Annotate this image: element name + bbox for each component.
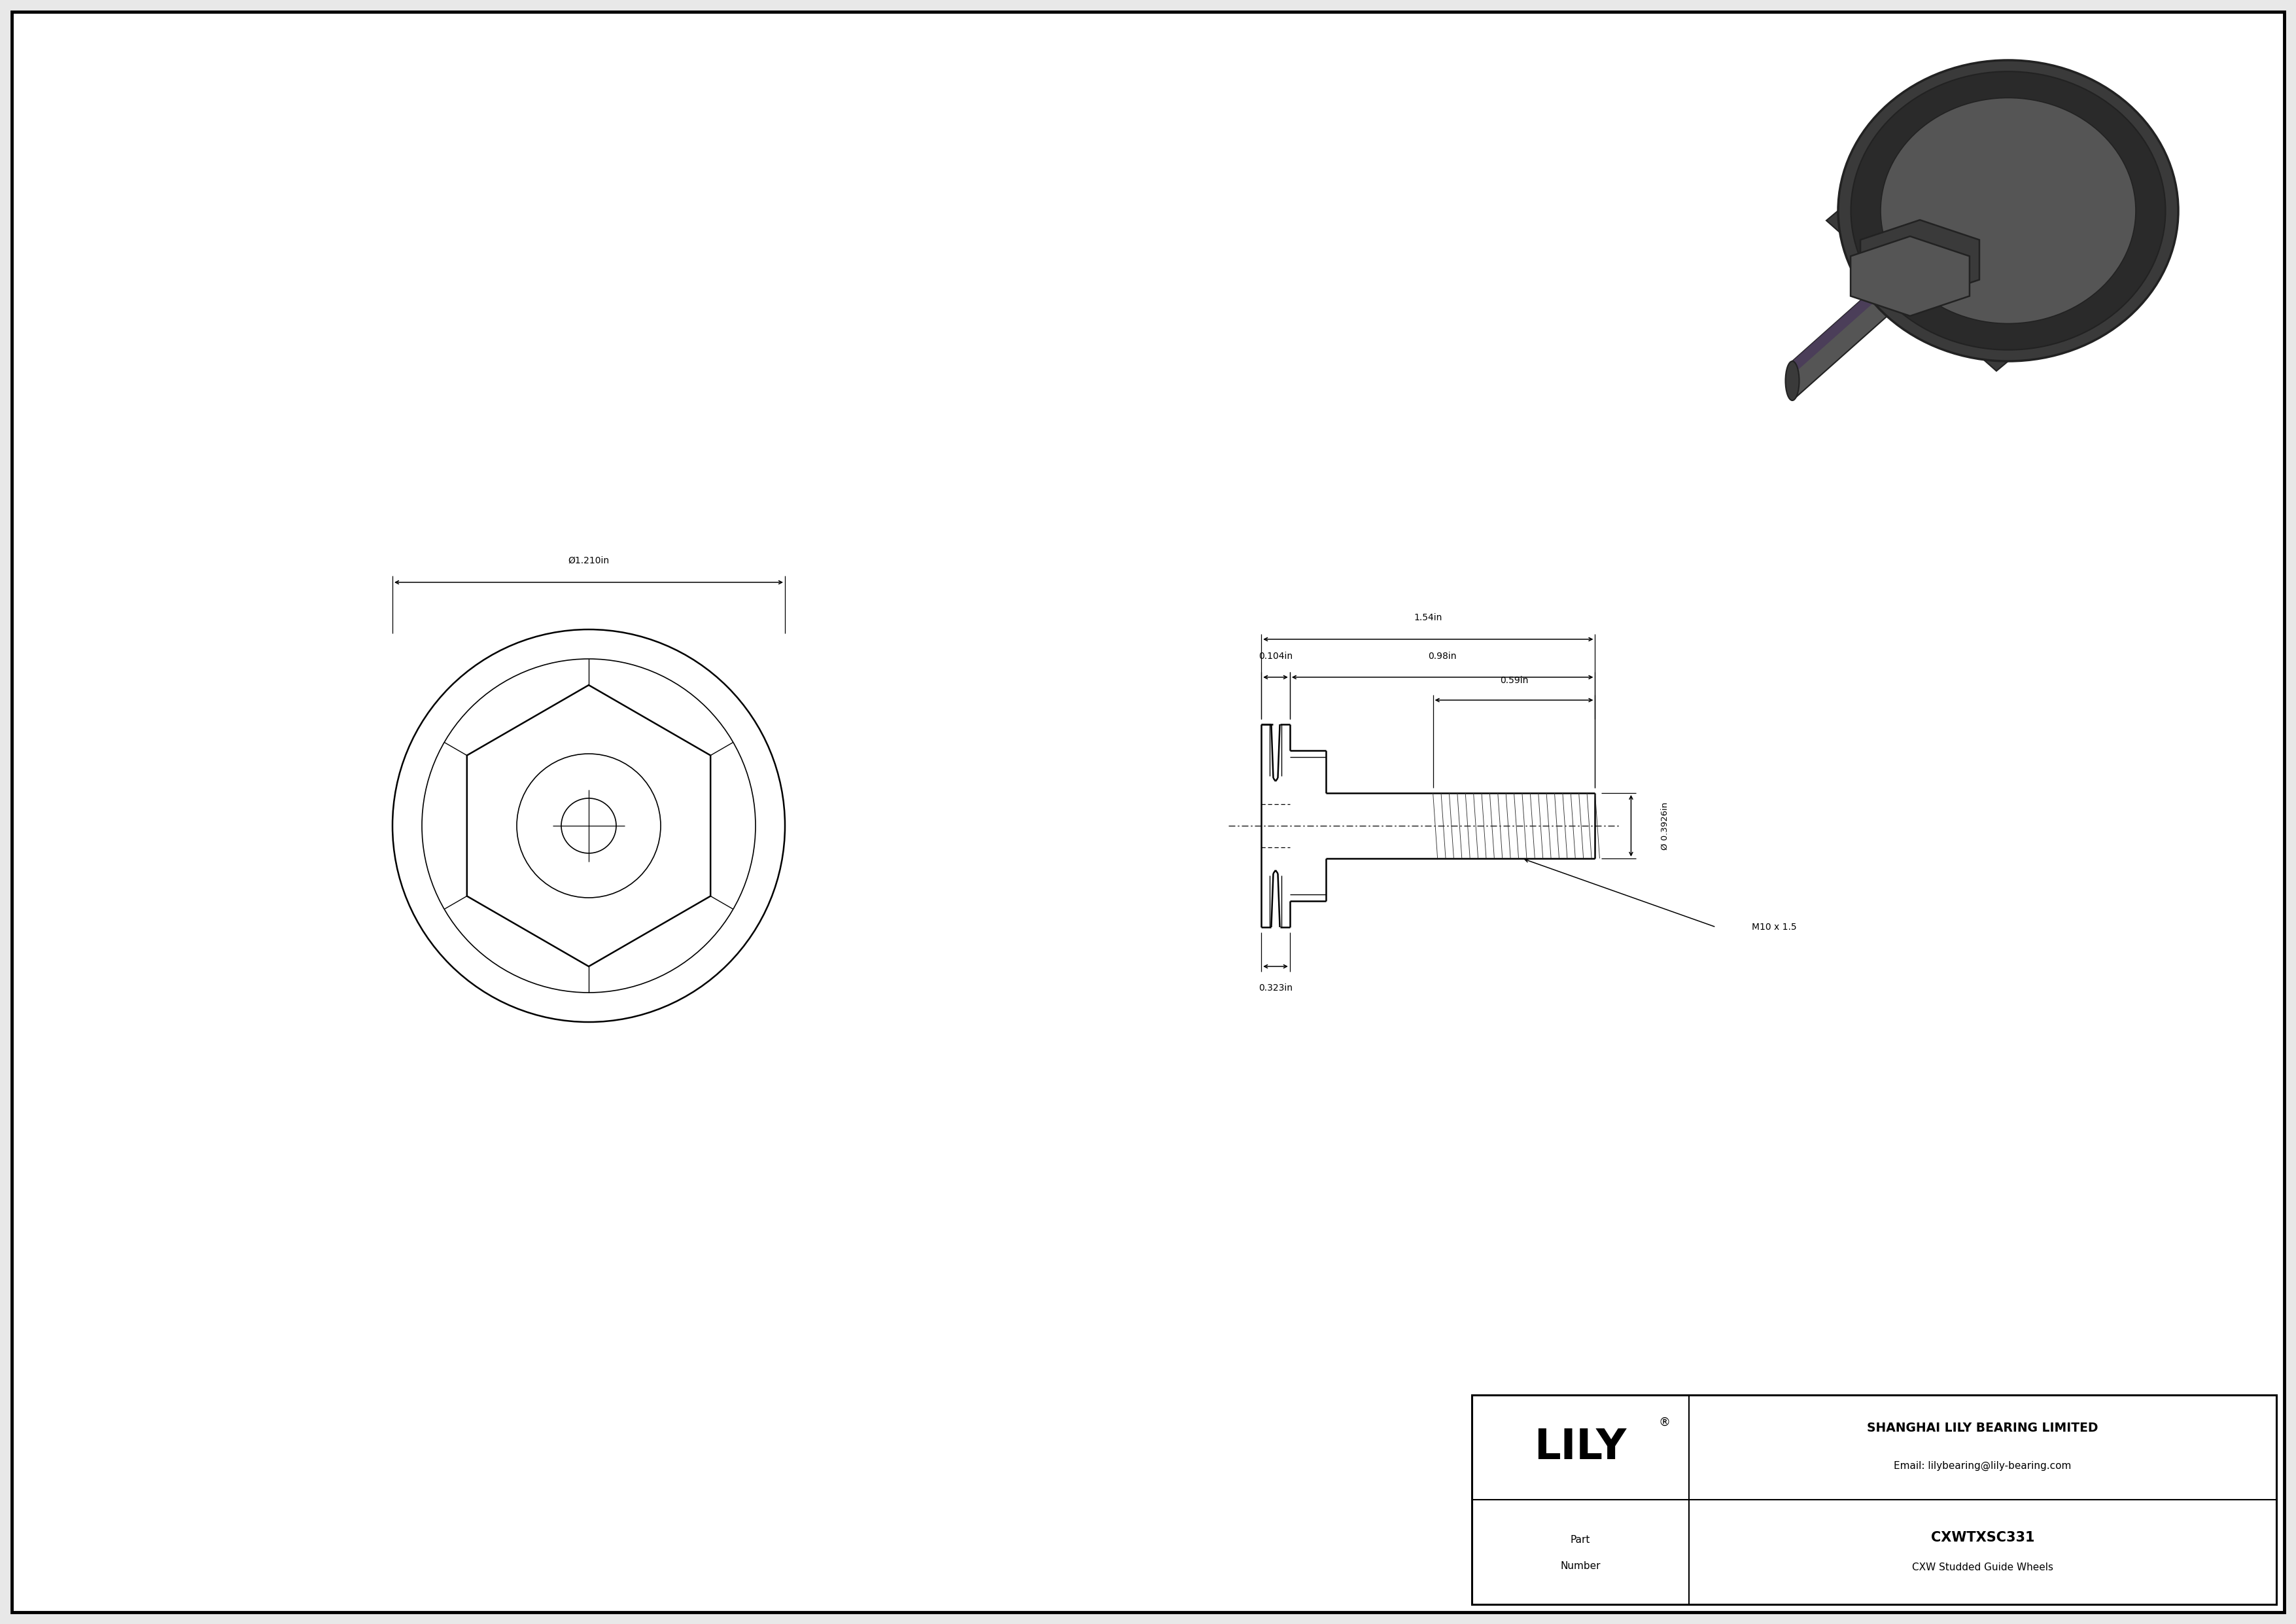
Text: Ø 0.3926in: Ø 0.3926in xyxy=(1660,802,1669,849)
Text: CXWTXSC331: CXWTXSC331 xyxy=(1931,1531,2034,1544)
Text: 0.104in: 0.104in xyxy=(1258,651,1293,661)
Bar xyxy=(1472,1395,2275,1605)
Ellipse shape xyxy=(1851,71,2165,349)
Text: CXW Studded Guide Wheels: CXW Studded Guide Wheels xyxy=(1913,1562,2053,1572)
Polygon shape xyxy=(1825,211,2009,370)
Polygon shape xyxy=(1793,257,1910,375)
Text: 0.323in: 0.323in xyxy=(1258,984,1293,992)
Text: Part: Part xyxy=(1570,1535,1591,1544)
Ellipse shape xyxy=(1786,361,1800,401)
Text: 0.59in: 0.59in xyxy=(1499,676,1529,685)
Text: M10 x 1.5: M10 x 1.5 xyxy=(1752,922,1798,932)
Polygon shape xyxy=(1860,219,1979,299)
Text: Number: Number xyxy=(1561,1562,1600,1572)
Text: LILY: LILY xyxy=(1534,1427,1626,1468)
Polygon shape xyxy=(1851,235,1970,317)
Ellipse shape xyxy=(1880,97,2135,323)
Text: 0.98in: 0.98in xyxy=(1428,651,1456,661)
Text: Ø1.210in: Ø1.210in xyxy=(567,555,608,565)
Text: ®: ® xyxy=(1658,1416,1669,1429)
Ellipse shape xyxy=(1839,60,2179,361)
Text: Email: lilybearing@lily-bearing.com: Email: lilybearing@lily-bearing.com xyxy=(1894,1460,2071,1471)
Text: SHANGHAI LILY BEARING LIMITED: SHANGHAI LILY BEARING LIMITED xyxy=(1867,1421,2099,1434)
Polygon shape xyxy=(1793,257,1910,401)
Text: 1.54in: 1.54in xyxy=(1414,614,1442,622)
